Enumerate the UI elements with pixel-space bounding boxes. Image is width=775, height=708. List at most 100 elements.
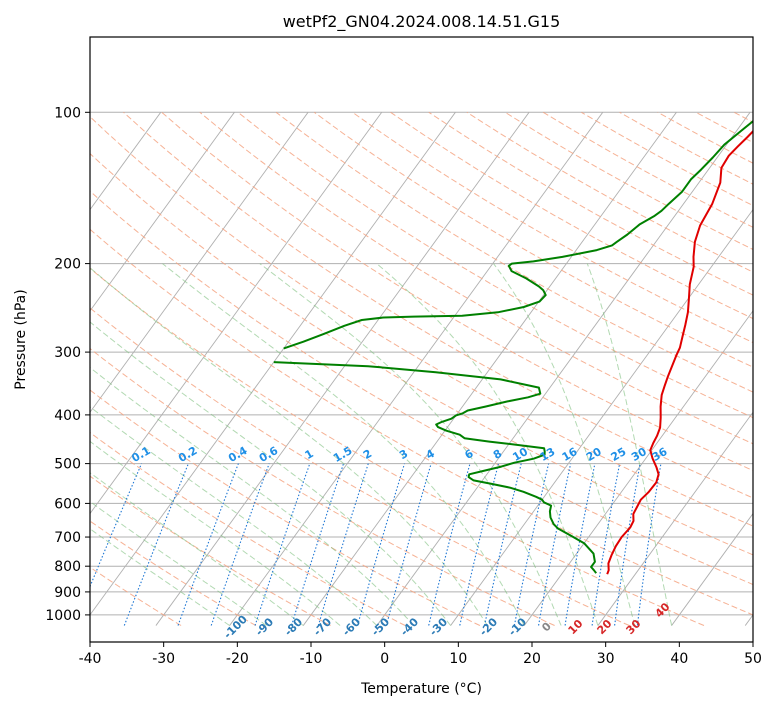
plot-area — [0, 111, 753, 626]
dry-adiabat-line — [90, 347, 555, 626]
moist-adiabat-line — [90, 528, 230, 626]
moist-adiabat-line — [376, 263, 599, 626]
dry-adiabat-line — [90, 228, 753, 616]
mixing-ratio-line — [90, 463, 143, 588]
dry-adiabat-label: 10 — [566, 617, 586, 637]
y-tick-label: 1000 — [45, 608, 81, 624]
mixing-ratio-line — [591, 463, 621, 626]
dry-adiabat-label: -70 — [311, 615, 334, 638]
dry-adiabat-line — [275, 111, 753, 393]
mixing-ratio-label: 20 — [584, 445, 604, 464]
mixing-ratio-label: 6 — [463, 447, 476, 462]
dewpoint-profile-line — [283, 119, 753, 350]
isotherm-line — [90, 112, 309, 414]
mixing-ratio-line — [614, 463, 641, 626]
dry-adiabat-label: 20 — [595, 617, 615, 637]
moist-adiabat-line — [259, 263, 562, 626]
moist-adiabat-line — [162, 263, 525, 626]
moist-adiabat-line — [90, 501, 267, 626]
dry-adiabat-label: -40 — [398, 615, 421, 638]
x-tick-label: -40 — [79, 651, 102, 667]
isotherm-line — [376, 112, 751, 626]
dry-adiabat-line — [657, 111, 753, 164]
mixing-ratio-line — [428, 463, 471, 626]
isotherm-line — [0, 112, 13, 625]
dewpoint-profile-line — [273, 361, 597, 574]
dry-adiabat-line — [90, 389, 481, 626]
plot-background — [90, 111, 753, 616]
dry-adiabat-label: -80 — [282, 615, 305, 638]
isotherm-line — [90, 112, 235, 312]
moist-adiabat-line — [90, 472, 304, 626]
dry-adiabat-line — [504, 111, 753, 251]
y-tick-label: 500 — [54, 457, 81, 473]
y-tick-label: 100 — [54, 105, 81, 121]
isotherm-line — [523, 310, 753, 626]
y-tick-label: 400 — [54, 408, 81, 424]
dry-adiabat-label: -20 — [477, 615, 500, 638]
isotherm-line — [744, 614, 753, 626]
plot-frame — [89, 36, 754, 643]
dry-adiabat-label: -50 — [369, 615, 392, 638]
moist-adiabat-line — [90, 440, 341, 626]
mixing-ratio-label: 0.1 — [129, 444, 152, 465]
isotherm-line — [597, 411, 753, 626]
dry-adiabat-line — [733, 111, 753, 123]
moist-adiabat-line — [90, 321, 451, 626]
dry-adiabat-label: -10 — [506, 615, 529, 638]
dry-adiabat-line — [314, 111, 753, 368]
dry-adiabat-line — [90, 267, 705, 626]
mixing-ratio-line — [357, 463, 406, 626]
dry-adiabat-line — [695, 111, 753, 144]
dry-adiabat-line — [90, 431, 406, 626]
mixing-ratio-line — [254, 463, 311, 626]
mixing-ratio-label: 2 — [361, 447, 374, 462]
dry-adiabat-line — [199, 111, 753, 445]
y-axis: 100 200 300 400 500 600 700 800 900 1000 — [45, 105, 90, 624]
isotherm-line — [90, 112, 383, 515]
mixing-ratio-line — [385, 463, 432, 626]
y-axis-label: Pressure (hPa) — [13, 289, 29, 389]
dry-adiabat-label: -100 — [221, 612, 250, 641]
dry-adiabat-line — [619, 111, 753, 185]
mixing-ratio-line — [177, 463, 239, 626]
x-tick-label: 30 — [597, 651, 615, 667]
isotherm-line — [90, 112, 162, 211]
y-tick-label: 300 — [54, 345, 81, 361]
moist-adiabat-line — [493, 263, 636, 626]
dry-adiabat-line — [90, 566, 182, 626]
mixing-ratio-line — [459, 463, 500, 626]
mixing-ratio-label: 4 — [424, 447, 437, 462]
x-tick-label: -10 — [300, 651, 323, 667]
y-tick-label: 800 — [54, 559, 81, 575]
y-tick-label: 900 — [54, 585, 81, 601]
mixing-ratio-line — [317, 463, 369, 626]
x-tick-label: 0 — [380, 651, 389, 667]
y-tick-label: 700 — [54, 530, 81, 546]
dry-adiabat-line — [428, 111, 753, 296]
mixing-ratio-line — [123, 463, 189, 626]
isotherm-line — [671, 512, 753, 626]
dry-adiabat-label: 0 — [539, 620, 554, 635]
dry-adiabat-line — [90, 190, 753, 586]
mixing-ratio-label: 16 — [560, 445, 580, 464]
dry-adiabat-line — [352, 111, 753, 344]
x-tick-label: 20 — [523, 651, 541, 667]
dry-adiabat-line — [90, 307, 630, 626]
y-tick-label: 600 — [54, 496, 81, 512]
mixing-ratio-label: 1.5 — [331, 444, 354, 465]
x-tick-label: 50 — [744, 651, 762, 667]
chart-title: wetPf2_GN04.2024.008.14.51.G15 — [283, 12, 561, 32]
mixing-ratio-line — [564, 463, 596, 626]
mixing-ratio-label: 8 — [491, 447, 504, 462]
mixing-ratio-label: 30 — [629, 445, 649, 464]
x-axis: -40 -30 -20 -10 0 10 20 30 40 50 — [79, 642, 762, 667]
mixing-ratio-line — [538, 463, 572, 626]
dry-adiabat-line — [123, 111, 753, 499]
mixing-ratio-line — [636, 463, 662, 626]
dry-adiabat-line — [90, 152, 753, 556]
mixing-ratio-label: 0.4 — [226, 444, 250, 465]
mixing-ratio-line — [513, 463, 550, 626]
x-tick-label: 40 — [670, 651, 688, 667]
